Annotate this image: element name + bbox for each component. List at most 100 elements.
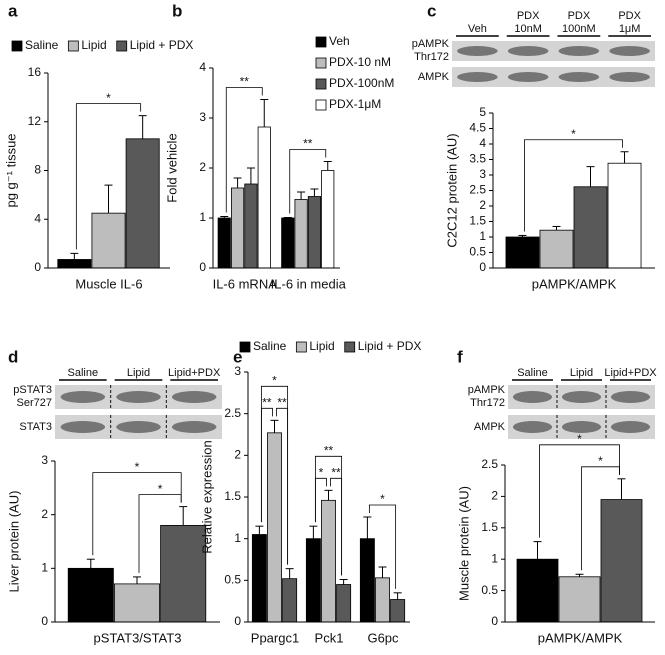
bar: [231, 187, 245, 269]
panel-letter: c: [427, 1, 436, 20]
y-tick-label: 1: [41, 561, 48, 575]
bar: [321, 499, 336, 623]
y-tick-label: 16: [28, 65, 42, 79]
legend-swatch: [315, 57, 327, 69]
error-bar: [393, 592, 402, 600]
x-tick-label: Ppargc1: [251, 630, 299, 645]
blot-row-label: pSTAT3 Ser727: [13, 384, 52, 409]
y-tick-label: 3: [234, 364, 241, 378]
x-axis-title: pAMPK/AMPK: [532, 276, 617, 291]
significance-bracket: [225, 87, 263, 213]
bar: [607, 162, 642, 269]
panel-letter: b: [172, 1, 182, 20]
significance-label: *: [571, 127, 576, 141]
error-bar: [270, 419, 279, 433]
y-tick-label: 4: [34, 211, 41, 225]
significance-bracket: [289, 149, 327, 214]
blot-row-label-line: pAMPK: [468, 384, 506, 396]
error-bar: [617, 478, 626, 500]
bar: [281, 217, 295, 269]
panel-letter: f: [457, 347, 463, 366]
blot-row-label-line: Thr172: [414, 51, 449, 63]
legend-label: Lipid: [81, 38, 106, 52]
error-bar: [363, 516, 372, 539]
error-bar: [86, 558, 95, 569]
blot-band: [457, 72, 498, 82]
y-tick-label: 2: [491, 489, 498, 503]
legend-label: Saline: [25, 38, 59, 52]
bar: [251, 534, 267, 623]
y-tick-label: 0.5: [224, 573, 241, 587]
blot-row: [452, 41, 655, 61]
blot-column-label-line: Lipid: [127, 367, 150, 379]
y-tick-label: 4: [199, 60, 206, 74]
bar: [57, 259, 92, 269]
legend-label: PDX-1μM: [329, 97, 381, 111]
legend-swatch: [11, 40, 23, 52]
bar: [336, 584, 352, 623]
blot-band: [457, 46, 498, 56]
y-tick-label: 1: [491, 551, 498, 565]
significance-bracket: [368, 504, 397, 589]
bar: [305, 538, 321, 623]
blot-band: [512, 391, 553, 403]
y-tick-label: 2: [41, 507, 48, 521]
bar: [282, 578, 298, 623]
y-tick-label: 2: [199, 160, 206, 174]
blot-row-label-line: pSTAT3: [13, 384, 52, 396]
bar: [114, 583, 161, 623]
blot-column-label: Saline: [68, 367, 99, 379]
bar: [294, 199, 308, 269]
bar: [91, 212, 126, 269]
bar: [375, 577, 390, 623]
blot-band: [171, 421, 217, 433]
error-bar: [220, 216, 229, 218]
legend-label: PDX-10 nM: [329, 55, 391, 69]
significance-bracket: [524, 139, 623, 232]
y-tick-label: 4: [479, 136, 486, 150]
significance-label: **: [262, 396, 272, 410]
blot-row-label: STAT3: [19, 421, 52, 433]
significance-label: **: [277, 396, 287, 410]
y-tick-label: 3.5: [469, 152, 486, 166]
blot-band: [60, 391, 106, 403]
error-bar: [323, 161, 332, 171]
y-axis-title: Fold vehicle: [164, 133, 179, 202]
x-axis-title: pAMPK/AMPK: [538, 630, 623, 645]
bar: [217, 217, 231, 269]
bar: [307, 196, 321, 269]
significance-label: *: [272, 374, 277, 388]
blot-column-label-line: 1μM: [619, 23, 641, 35]
bar: [321, 170, 335, 269]
panel-letter: a: [8, 1, 18, 20]
legend-label: Saline: [253, 339, 287, 353]
legend-swatch: [315, 78, 327, 90]
error-bar: [233, 177, 242, 188]
blot-band: [561, 421, 602, 433]
significance-label: *: [577, 432, 582, 446]
error-bar: [70, 252, 79, 260]
panel-letter: e: [233, 347, 242, 366]
y-tick-label: 5: [479, 105, 486, 119]
error-bar: [138, 115, 147, 139]
blot-column-label-line: Saline: [68, 367, 99, 379]
significance-label: **: [240, 75, 250, 89]
y-axis-title: C2C12 protein (AU): [444, 133, 459, 247]
significance-bracket: [75, 103, 142, 250]
blot-band: [561, 391, 602, 403]
blot-band: [558, 72, 600, 82]
significance-label: *: [158, 482, 163, 496]
legend-swatch: [67, 40, 79, 52]
y-tick-label: 0.5: [469, 245, 486, 259]
x-tick-label: Muscle IL-6: [75, 276, 142, 291]
error-bar: [285, 568, 294, 579]
blot-column-label-line: Lipid+PDX: [168, 367, 221, 379]
x-axis-title: pSTAT3/STAT3: [94, 630, 182, 645]
error-bar: [104, 184, 113, 214]
blot-band: [610, 421, 651, 433]
y-tick-label: 1: [234, 531, 241, 545]
bar: [359, 538, 375, 623]
blot-row: [452, 67, 655, 87]
blot-band: [609, 46, 650, 56]
blot-column-label: PDX 1μM: [618, 10, 641, 35]
